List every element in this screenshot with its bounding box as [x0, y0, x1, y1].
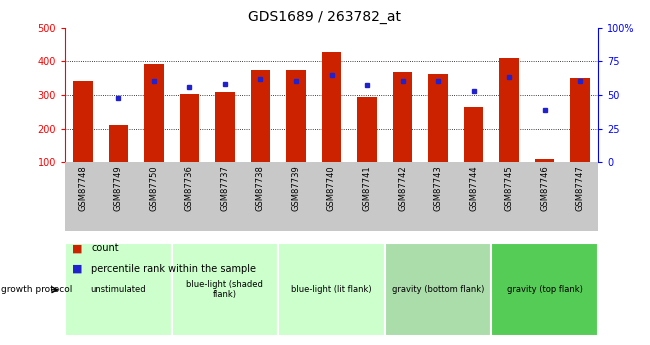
Text: count: count: [91, 244, 119, 253]
Text: GSM87737: GSM87737: [220, 166, 229, 211]
Text: ■: ■: [72, 264, 82, 274]
Text: growth protocol: growth protocol: [1, 285, 72, 294]
Bar: [322, 52, 341, 162]
FancyBboxPatch shape: [278, 244, 385, 336]
Text: gravity (bottom flank): gravity (bottom flank): [392, 285, 484, 294]
Text: GSM87736: GSM87736: [185, 166, 194, 211]
Bar: [286, 70, 306, 162]
Bar: [464, 107, 484, 162]
Text: GSM87742: GSM87742: [398, 166, 407, 211]
Bar: [251, 70, 270, 162]
Bar: [73, 81, 92, 162]
Bar: [179, 94, 199, 162]
Text: GDS1689 / 263782_at: GDS1689 / 263782_at: [248, 10, 402, 24]
Bar: [535, 159, 554, 162]
Text: GSM87746: GSM87746: [540, 166, 549, 211]
Text: gravity (top flank): gravity (top flank): [507, 285, 582, 294]
FancyBboxPatch shape: [491, 244, 598, 336]
Text: GSM87739: GSM87739: [291, 166, 300, 211]
Bar: [144, 63, 164, 162]
Bar: [499, 58, 519, 162]
Bar: [393, 72, 412, 162]
FancyBboxPatch shape: [65, 244, 172, 336]
Text: blue-light (shaded
flank): blue-light (shaded flank): [187, 280, 263, 299]
Bar: [109, 125, 128, 162]
Text: GSM87738: GSM87738: [256, 166, 265, 211]
Text: unstimulated: unstimulated: [90, 285, 146, 294]
Text: ■: ■: [72, 244, 82, 253]
Text: percentile rank within the sample: percentile rank within the sample: [91, 264, 256, 274]
Text: blue-light (lit flank): blue-light (lit flank): [291, 285, 372, 294]
Text: GSM87748: GSM87748: [78, 166, 87, 211]
Text: GSM87750: GSM87750: [150, 166, 159, 211]
Text: GSM87740: GSM87740: [327, 166, 336, 211]
Text: GSM87741: GSM87741: [363, 166, 372, 211]
Text: GSM87747: GSM87747: [576, 166, 585, 211]
Text: GSM87749: GSM87749: [114, 166, 123, 211]
Text: GSM87744: GSM87744: [469, 166, 478, 211]
Bar: [571, 78, 590, 162]
Bar: [358, 97, 377, 162]
FancyBboxPatch shape: [385, 244, 491, 336]
Bar: [215, 91, 235, 162]
Text: GSM87745: GSM87745: [504, 166, 514, 211]
FancyBboxPatch shape: [172, 244, 278, 336]
Bar: [428, 74, 448, 162]
Text: GSM87743: GSM87743: [434, 166, 443, 211]
